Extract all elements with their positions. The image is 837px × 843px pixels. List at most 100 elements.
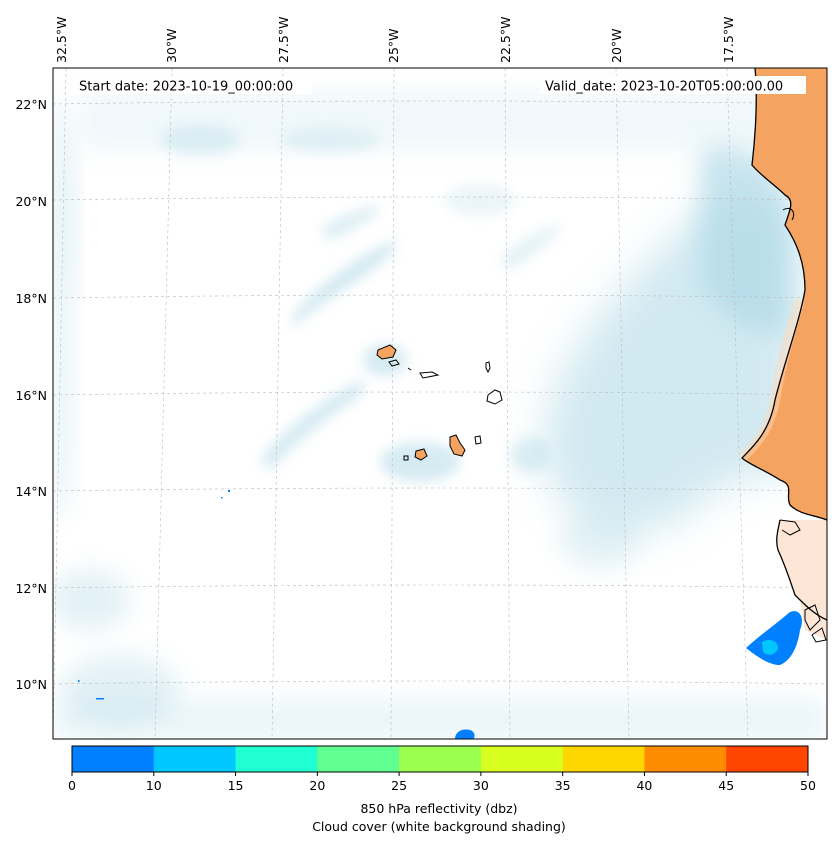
map-frame: [52, 67, 828, 740]
western-sahara-mauritania-senegal-land: [742, 68, 827, 520]
colorbar-frame: [71, 745, 809, 773]
parallel-18n: [53, 294, 827, 299]
meridian-20w: [615, 68, 630, 739]
reflectivity-cells: [78, 490, 802, 739]
reflectivity-dot-2: [221, 497, 223, 499]
colorbar-segment-7: [644, 746, 727, 772]
lat-label-14n: 14°N: [15, 484, 47, 499]
parallel-22n: [53, 100, 827, 105]
reflectivity-dot-4: [96, 698, 104, 700]
island-sal: [485, 361, 491, 374]
colorbar-tick-label-2: 15: [228, 778, 244, 793]
guinea-land: [800, 600, 827, 640]
colorbar: 0 10 15 20 25 30 35 40 45 50: [68, 745, 816, 793]
lat-label-22n: 22°N: [15, 97, 47, 112]
coastline-guinea-bissau: [776, 519, 827, 621]
island-brava: [403, 455, 409, 461]
island-fogo: [414, 448, 428, 461]
lon-label-25w: 25°W: [386, 28, 401, 63]
cloud-south-east-patch: [560, 510, 640, 570]
colorbar-segment-6: [562, 746, 645, 772]
parallel-16n: [53, 391, 827, 396]
valid-date-label: Valid_date: 2023-10-20T05:00:00.00: [545, 80, 783, 95]
colorbar-tick-label-5: 30: [473, 778, 489, 793]
graticule: [53, 68, 827, 739]
lat-label-20n: 20°N: [15, 194, 47, 209]
meridian-30w: [154, 68, 173, 739]
cloud-cluster-north-islands: [363, 344, 407, 376]
colorbar-tick-label-8: 45: [718, 778, 734, 793]
colorbar-tick-label-0: 0: [68, 778, 76, 793]
cloud-region-coast: [700, 146, 790, 333]
parallel-14n: [53, 487, 827, 492]
parallel-20n: [53, 196, 827, 201]
island-maio: [474, 435, 482, 445]
colorbar-label-line2: Cloud cover (white background shading): [312, 819, 566, 834]
lat-label-12n: 12°N: [15, 581, 47, 596]
lon-label-32-5w: 32.5°W: [54, 17, 69, 63]
colorbar-segment-5: [480, 746, 564, 772]
gambia-river-outline: [779, 519, 801, 536]
parallel-12n: [53, 584, 827, 589]
colorbar-label-line1: 850 hPa reflectivity (dbz): [360, 801, 517, 816]
meridian-22-5w: [504, 68, 511, 739]
coastline-main: [741, 68, 827, 521]
colorbar-segment-8: [726, 746, 809, 772]
cloud-cover-layer: [53, 90, 827, 739]
latitude-labels: 22°N 20°N 18°N 16°N 14°N 12°N 10°N: [15, 97, 47, 692]
start-date-box: [72, 76, 312, 94]
island-sao-nicolau: [419, 371, 440, 379]
cape-verde-islands: [376, 344, 503, 461]
reflectivity-cell-core: [762, 640, 778, 655]
guinea-bissau-land: [776, 520, 827, 620]
lat-label-16n: 16°N: [15, 388, 47, 403]
cloud-streak-3: [320, 205, 380, 240]
island-boa-vista: [486, 389, 503, 405]
cloud-west-edge: [53, 90, 74, 520]
cloud-cluster-east-islands: [510, 437, 550, 473]
start-date-label: Start date: 2023-10-19_00:00:00: [79, 80, 293, 95]
africa-landmass: [738, 68, 827, 643]
cloud-streak-4: [500, 225, 560, 270]
meridian-25w: [390, 68, 395, 739]
lat-label-18n: 18°N: [15, 291, 47, 306]
meridian-32-5w: [53, 68, 67, 739]
cloud-southwest: [53, 570, 130, 630]
lon-label-20w: 20°W: [609, 28, 624, 63]
colorbar-segment-4: [399, 746, 482, 772]
reflectivity-cell-south: [455, 729, 475, 739]
colorbar-tick-label-1: 10: [146, 778, 162, 793]
island-santiago: [449, 434, 466, 457]
coastline-detail-1: [782, 207, 795, 221]
colorbar-tick-label-4: 25: [391, 778, 407, 793]
bijagos-island-1: [804, 604, 821, 631]
map-layers: Start date: 2023-10-19_00:00:00 Valid_da…: [53, 68, 827, 739]
parallel-10n: [53, 680, 827, 685]
colorbar-tick-label-6: 35: [555, 778, 571, 793]
island-sao-vicente: [388, 359, 400, 367]
colorbar-segment-3: [317, 746, 400, 772]
valid-date-box: [540, 76, 806, 94]
cloud-north-patch-2: [280, 128, 380, 152]
reflectivity-cell-main: [746, 611, 802, 665]
island-santo-antao: [376, 344, 397, 360]
meridian-17-5w: [726, 68, 749, 739]
cloud-cluster-south-islands: [380, 442, 460, 482]
lon-label-27-5w: 27.5°W: [276, 17, 291, 63]
cloud-bottom-band: [53, 700, 827, 739]
colorbar-segment-1: [153, 746, 237, 772]
lon-label-30w: 30°W: [164, 28, 179, 63]
colorbar-tick-label-9: 50: [800, 778, 816, 793]
colorbar-segment-2: [235, 746, 318, 772]
longitude-labels: 32.5°W 30°W 27.5°W 25°W 22.5°W 20°W 17.5…: [54, 17, 736, 63]
lon-label-22-5w: 22.5°W: [498, 17, 513, 63]
lat-label-10n: 10°N: [15, 677, 47, 692]
meridian-27-5w: [271, 68, 284, 739]
reflectivity-dot-3: [78, 680, 80, 682]
colorbar-segment-0: [72, 746, 155, 772]
cloud-streak-1: [260, 380, 365, 470]
reflectivity-dot-1: [228, 490, 230, 492]
cloud-north-patch: [160, 125, 240, 155]
